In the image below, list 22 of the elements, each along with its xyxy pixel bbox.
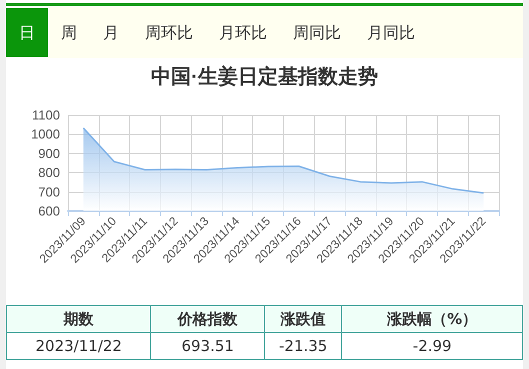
text: -21.35 [264, 332, 342, 360]
text: 周 [60, 22, 78, 44]
text: 涨跌幅（%） [342, 306, 522, 332]
chart-title: 中国·生姜日定基指数走势 [151, 65, 378, 88]
text: 月同比 [366, 22, 416, 44]
y-tick-label: 600 [38, 204, 60, 218]
text: 日 [6, 8, 48, 56]
text: 月环比 [218, 22, 268, 44]
y-tick-label: 900 [38, 146, 60, 161]
y-tick-label: 700 [38, 184, 60, 200]
y-tick-label: 800 [38, 165, 60, 180]
y-tick-label: 1000 [31, 126, 60, 142]
text: 涨跌值 [264, 306, 342, 332]
text: -2.99 [342, 332, 522, 360]
text: 2023/11/22 [6, 332, 151, 360]
text: 月 [102, 22, 120, 44]
text: 价格指数 [150, 306, 264, 332]
text: 周环比 [144, 22, 194, 44]
y-tick-label: 1100 [32, 108, 60, 122]
text: 周同比 [292, 22, 342, 44]
text: 693.51 [150, 332, 264, 360]
text: 期数 [6, 306, 151, 332]
